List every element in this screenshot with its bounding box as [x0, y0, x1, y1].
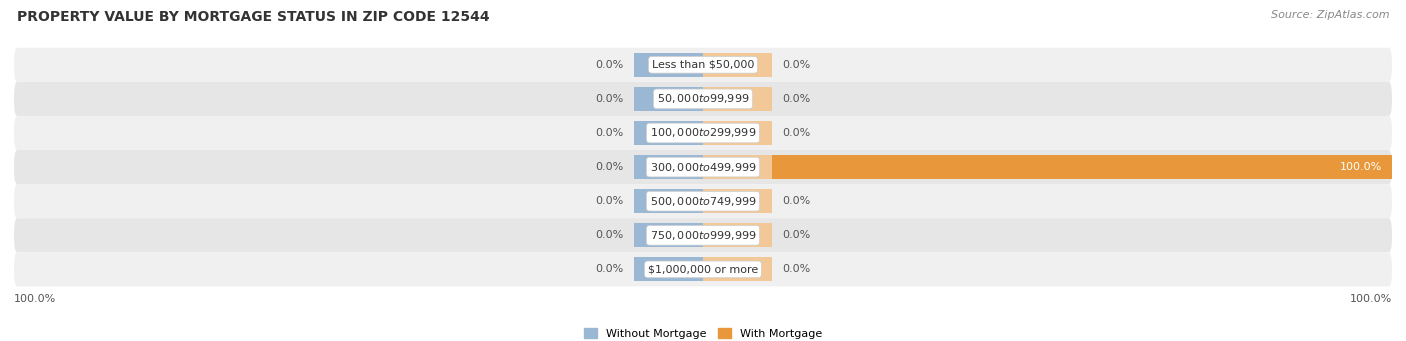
Text: 100.0%: 100.0% — [1340, 162, 1382, 172]
Bar — [634, 189, 703, 213]
FancyBboxPatch shape — [14, 252, 1392, 286]
Legend: Without Mortgage, With Mortgage: Without Mortgage, With Mortgage — [579, 324, 827, 341]
Text: $500,000 to $749,999: $500,000 to $749,999 — [650, 195, 756, 208]
Text: $300,000 to $499,999: $300,000 to $499,999 — [650, 161, 756, 174]
Bar — [703, 257, 772, 281]
Text: Source: ZipAtlas.com: Source: ZipAtlas.com — [1271, 10, 1389, 20]
Text: 0.0%: 0.0% — [596, 94, 624, 104]
Text: 100.0%: 100.0% — [1350, 294, 1392, 304]
Text: 0.0%: 0.0% — [782, 94, 810, 104]
Bar — [634, 155, 703, 179]
Text: 0.0%: 0.0% — [596, 60, 624, 70]
Text: 0.0%: 0.0% — [782, 230, 810, 240]
Text: 0.0%: 0.0% — [596, 230, 624, 240]
Bar — [703, 87, 772, 111]
Bar — [634, 87, 703, 111]
FancyBboxPatch shape — [14, 150, 1392, 184]
Bar — [634, 53, 703, 77]
Bar — [703, 189, 772, 213]
Text: $50,000 to $99,999: $50,000 to $99,999 — [657, 92, 749, 105]
Text: Less than $50,000: Less than $50,000 — [652, 60, 754, 70]
Text: 0.0%: 0.0% — [782, 128, 810, 138]
Bar — [703, 155, 1392, 179]
Bar — [634, 257, 703, 281]
Text: PROPERTY VALUE BY MORTGAGE STATUS IN ZIP CODE 12544: PROPERTY VALUE BY MORTGAGE STATUS IN ZIP… — [17, 10, 489, 24]
Text: 0.0%: 0.0% — [596, 196, 624, 206]
FancyBboxPatch shape — [14, 116, 1392, 150]
Text: 100.0%: 100.0% — [14, 294, 56, 304]
Bar — [703, 155, 772, 179]
FancyBboxPatch shape — [14, 184, 1392, 218]
Text: 0.0%: 0.0% — [596, 128, 624, 138]
FancyBboxPatch shape — [14, 218, 1392, 252]
Text: 0.0%: 0.0% — [782, 264, 810, 275]
Bar — [634, 223, 703, 247]
FancyBboxPatch shape — [14, 48, 1392, 82]
Text: 0.0%: 0.0% — [782, 60, 810, 70]
Text: $750,000 to $999,999: $750,000 to $999,999 — [650, 229, 756, 242]
Bar — [703, 223, 772, 247]
Bar — [703, 53, 772, 77]
Text: 0.0%: 0.0% — [782, 196, 810, 206]
FancyBboxPatch shape — [14, 82, 1392, 116]
Bar — [703, 121, 772, 145]
Bar — [634, 121, 703, 145]
Text: $1,000,000 or more: $1,000,000 or more — [648, 264, 758, 275]
Text: 0.0%: 0.0% — [596, 162, 624, 172]
Text: 0.0%: 0.0% — [596, 264, 624, 275]
Text: $100,000 to $299,999: $100,000 to $299,999 — [650, 127, 756, 139]
